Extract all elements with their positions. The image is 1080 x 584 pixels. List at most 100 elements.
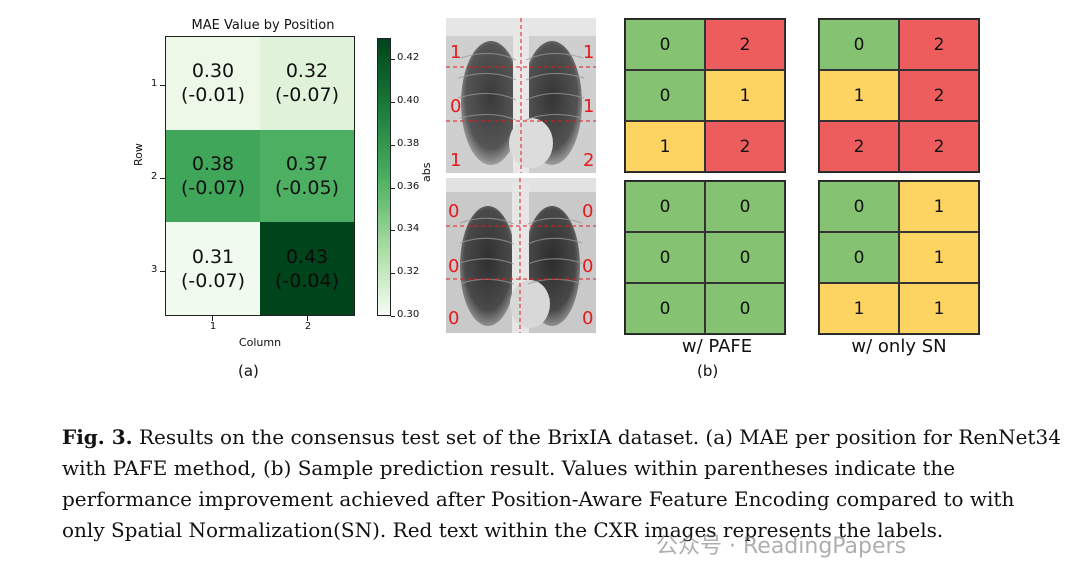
heatmap-cell-r2c1: 0.38 (-0.07) [166, 129, 260, 223]
panel-a-caption: (a) [238, 362, 259, 380]
grid-cell: 1 [705, 70, 785, 121]
grid-cell: 0 [705, 232, 785, 283]
colorbar-tick-mark [391, 316, 395, 317]
heatmap-title: MAE Value by Position [191, 18, 335, 33]
grid-cell: 1 [899, 232, 979, 283]
row-tick-label: 3 [151, 264, 158, 275]
colorbar-tick-label: 0.36 [397, 180, 420, 192]
cxr-label: 2 [583, 150, 595, 171]
grid-cell: 0 [705, 283, 785, 334]
pafe-caption: w/ PAFE [681, 336, 753, 357]
cell-value: 0.32 [285, 60, 329, 83]
cxr-label: 0 [582, 308, 594, 329]
grid-cell: 1 [899, 181, 979, 232]
cxr-label: 0 [448, 308, 460, 329]
heatmap-cell-r3c2: 0.43 (-0.04) [260, 222, 354, 315]
cxr-label: 1 [450, 42, 462, 63]
cell-delta: (-0.01) [181, 84, 245, 107]
grid-cell: 1 [899, 283, 979, 334]
pafe-grid-bottom: 0 0 0 0 0 0 [624, 180, 786, 335]
grid-cell: 0 [625, 181, 705, 232]
grid-cell: 0 [625, 19, 705, 70]
figure-caption-text: Results on the consensus test set of the… [62, 425, 1061, 542]
cxr-label: 1 [583, 96, 595, 117]
colorbar-tick-mark [391, 273, 395, 275]
cxr-label: 0 [448, 256, 460, 277]
colorbar-tick-label: 0.42 [397, 52, 420, 64]
cell-value: 0.38 [191, 152, 235, 175]
cxr-label: 0 [582, 256, 594, 277]
cell-delta: (-0.07) [181, 269, 245, 292]
grid-cell: 0 [819, 19, 899, 70]
colorbar-tick-mark [391, 230, 395, 232]
figure-label: Fig. 3. [62, 425, 133, 449]
col-tick-label: 2 [304, 321, 312, 332]
x-axis-label: Column [238, 336, 282, 349]
grid-cell: 0 [819, 232, 899, 283]
heatmap-grid: 0.30 (-0.01) 0.32 (-0.07) 0.38 (-0.07) 0.37… [165, 36, 355, 316]
colorbar [377, 38, 391, 316]
cell-delta: (-0.05) [275, 176, 339, 199]
grid-cell: 2 [705, 121, 785, 172]
cell-value: 0.31 [191, 245, 235, 268]
cell-delta: (-0.07) [181, 176, 245, 199]
cxr-label: 1 [450, 150, 462, 171]
grid-cell: 1 [625, 121, 705, 172]
colorbar-tick-mark [391, 59, 395, 61]
cxr-label: 1 [583, 42, 595, 63]
pafe-grid-top: 0 2 0 1 1 2 [624, 18, 786, 173]
cell-value: 0.43 [285, 245, 329, 268]
colorbar-tick-label: 0.34 [397, 223, 420, 235]
cxr-bottom-svg [446, 178, 596, 333]
watermark: 公众号 · ReadingPapers [656, 534, 907, 559]
cxr-top-svg [446, 18, 596, 173]
heatmap-cell-r1c2: 0.32 (-0.07) [260, 37, 354, 130]
row-tick-mark [160, 178, 165, 179]
row-tick-mark [160, 271, 165, 272]
col-tick-mark [212, 316, 213, 321]
cxr-label: 0 [448, 201, 460, 222]
colorbar-label: abs [420, 162, 433, 182]
colorbar-tick-label: 0.40 [397, 95, 420, 107]
col-tick-mark [307, 316, 308, 321]
cxr-image-bottom: 0 0 0 0 0 0 [446, 178, 596, 333]
grid-cell: 0 [625, 70, 705, 121]
col-tick-label: 1 [209, 321, 217, 332]
grid-cell: 0 [819, 181, 899, 232]
cxr-label: 0 [450, 96, 462, 117]
cell-delta: (-0.07) [275, 84, 339, 107]
row-tick-label: 2 [151, 171, 158, 182]
heatmap-cell-r2c2: 0.37 (-0.05) [260, 129, 354, 223]
colorbar-tick-mark [391, 144, 395, 146]
colorbar-tick-mark [391, 102, 395, 104]
panel-b-caption: (b) [697, 362, 719, 380]
grid-cell: 2 [899, 19, 979, 70]
row-tick-label: 1 [151, 78, 158, 89]
grid-cell: 1 [819, 283, 899, 334]
sn-grid-bottom: 0 1 0 1 1 1 [818, 180, 980, 335]
grid-cell: 2 [705, 19, 785, 70]
grid-cell: 2 [899, 121, 979, 172]
cell-delta: (-0.04) [275, 269, 339, 292]
colorbar-tick-label: 0.32 [397, 266, 420, 278]
cell-value: 0.37 [285, 152, 329, 175]
cell-value: 0.30 [191, 60, 235, 83]
y-axis-label: Row [132, 143, 145, 166]
row-tick-mark [160, 85, 165, 86]
colorbar-tick-label: 0.38 [397, 137, 420, 149]
figure-caption: Fig. 3. Results on the consensus test se… [62, 422, 1062, 546]
cxr-image-top: 1 0 1 1 1 2 [446, 18, 596, 173]
grid-cell: 0 [625, 232, 705, 283]
cxr-label: 0 [582, 201, 594, 222]
colorbar-tick-label: 0.30 [397, 309, 420, 320]
heatmap-cell-r1c1: 0.30 (-0.01) [166, 37, 260, 130]
colorbar-tick-mark [391, 187, 395, 189]
grid-cell: 2 [819, 121, 899, 172]
grid-cell: 1 [819, 70, 899, 121]
heatmap-cell-r3c1: 0.31 (-0.07) [166, 222, 260, 315]
sn-caption: w/ only SN [851, 336, 947, 357]
sn-grid-top: 0 2 1 2 2 2 [818, 18, 980, 173]
grid-cell: 0 [625, 283, 705, 334]
grid-cell: 0 [705, 181, 785, 232]
grid-cell: 2 [899, 70, 979, 121]
